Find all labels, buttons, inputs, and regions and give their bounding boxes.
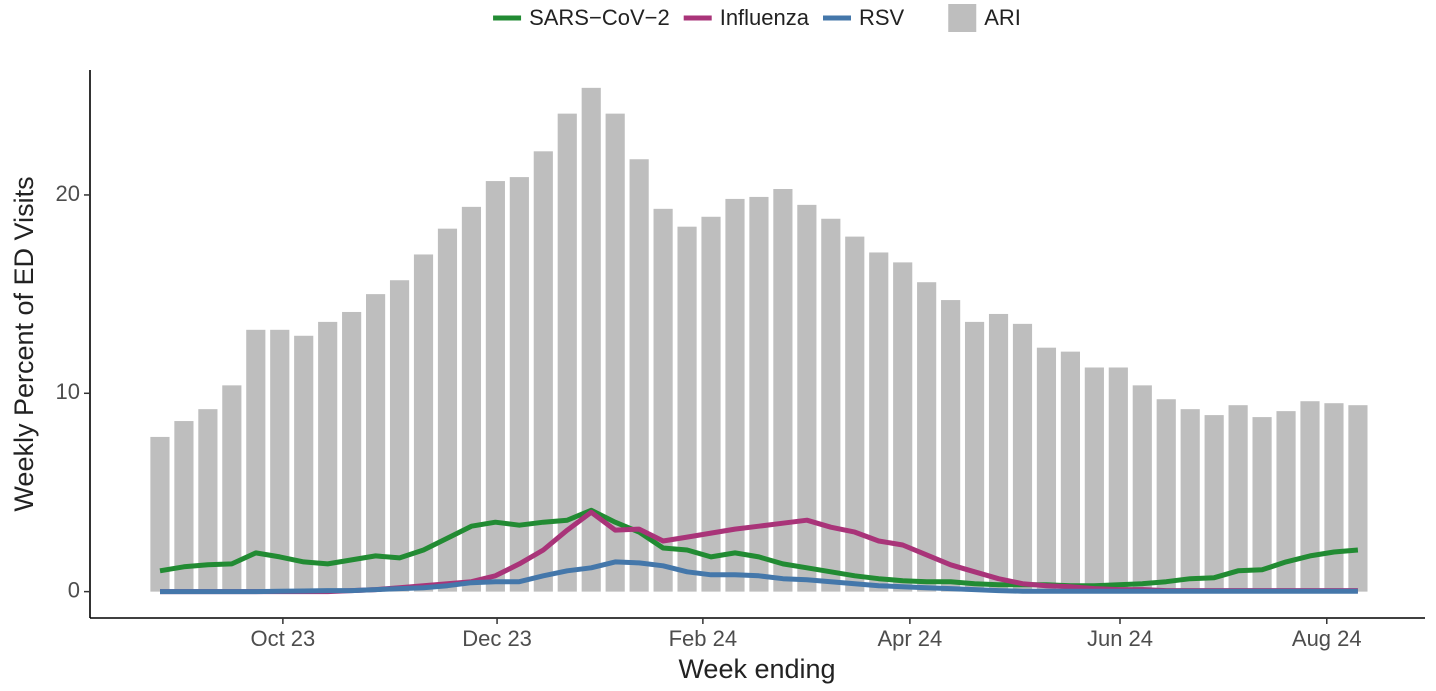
legend: SARS−CoV−2 Influenza RSV ARI: [493, 4, 1021, 32]
bar: [557, 113, 577, 592]
bar: [1132, 385, 1152, 592]
bar: [941, 300, 961, 592]
line-series: [160, 559, 1358, 595]
x-tick-label: Feb 24: [669, 626, 738, 651]
bar: [413, 254, 434, 592]
bar: [964, 321, 985, 592]
bar: [869, 252, 889, 592]
bar: [150, 436, 170, 592]
legend-label: SARS−CoV−2: [529, 5, 670, 30]
bar: [581, 87, 601, 592]
bar: [485, 181, 505, 592]
bar: [1180, 409, 1200, 592]
x-tick-label: Dec 23: [462, 626, 532, 651]
bar: [773, 189, 793, 592]
bar: [629, 159, 649, 592]
bar: [1036, 347, 1057, 592]
x-tick-label: Jun 24: [1087, 626, 1153, 651]
bar: [294, 335, 314, 592]
bar: [917, 282, 937, 592]
bar: [174, 421, 194, 592]
bar: [342, 311, 362, 592]
y-tick-label: 0: [68, 577, 80, 602]
bar: [701, 216, 721, 592]
bar: [222, 385, 242, 592]
bar: [1300, 401, 1320, 592]
bar: [725, 198, 745, 592]
y-tick-label: 20: [56, 181, 80, 206]
bar: [1060, 351, 1080, 592]
x-tick-label: Aug 24: [1292, 626, 1362, 651]
legend-label: RSV: [859, 5, 905, 30]
legend-label: Influenza: [720, 5, 810, 30]
y-axis-title: Weekly Percent of ED Visits: [9, 176, 39, 511]
bar: [677, 226, 697, 592]
bar: [533, 151, 553, 592]
bar: [845, 236, 865, 592]
bar: [1156, 399, 1176, 592]
bar: [1324, 403, 1344, 592]
bar: [389, 280, 410, 592]
bar: [246, 329, 266, 592]
bar: [1012, 323, 1033, 592]
x-tick-label: Oct 23: [250, 626, 315, 651]
bar: [366, 294, 386, 592]
line-series: [159, 507, 1359, 589]
bar: [318, 321, 338, 592]
bar: [270, 329, 290, 592]
bar: [509, 177, 529, 592]
x-tick-label: Apr 24: [877, 626, 942, 651]
bar: [749, 196, 769, 592]
y-tick-label: 10: [56, 379, 80, 404]
bar: [1228, 405, 1248, 592]
bar: [1084, 367, 1104, 592]
legend-key: [948, 4, 977, 32]
bar: [461, 206, 482, 592]
bar: [653, 208, 673, 592]
bar: [1108, 367, 1128, 592]
bar: [605, 113, 625, 592]
bar: [988, 313, 1009, 592]
bar: [821, 218, 841, 592]
bar: [198, 409, 218, 592]
bar: [437, 228, 458, 592]
x-axis-title: Week ending: [678, 654, 835, 684]
bar: [1204, 415, 1224, 592]
bar: [1252, 417, 1272, 592]
bar: [1348, 405, 1368, 592]
bar: [893, 262, 913, 592]
bar: [1276, 411, 1296, 592]
bar: [797, 204, 817, 592]
legend-label: ARI: [984, 5, 1021, 30]
